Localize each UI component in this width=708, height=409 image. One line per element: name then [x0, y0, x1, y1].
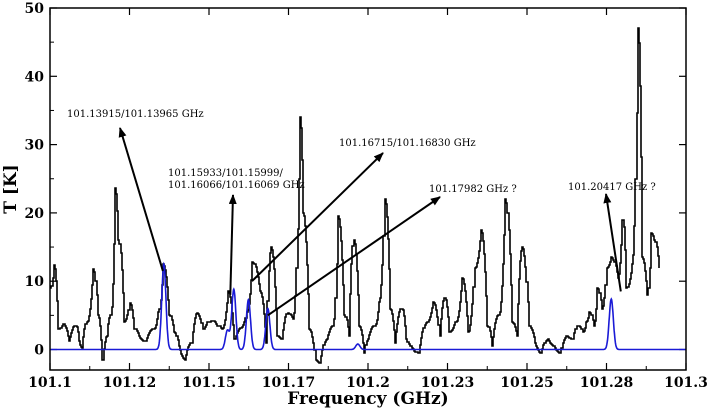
- y-tick-label: 40: [25, 69, 45, 85]
- annotation-label: 101.17982 GHz ?: [429, 184, 517, 195]
- annotation-line: 101.13915/101.13965 GHz: [67, 109, 204, 120]
- x-tick-label: 101.3: [664, 375, 708, 391]
- annotation-arrow: [118, 127, 164, 272]
- y-axis-label: T [K]: [1, 164, 21, 213]
- series-layer: [50, 27, 686, 364]
- annotation-line: 101.17982 GHz ?: [429, 184, 517, 195]
- annotation-line: 101.15933/101.15999/: [168, 168, 284, 179]
- x-tick-label: 101.12: [103, 375, 157, 391]
- y-tick-label: 30: [25, 138, 45, 154]
- annotation-arrow: [267, 196, 441, 317]
- x-axis-label: Frequency (GHz): [287, 389, 448, 409]
- y-tick-label: 50: [25, 1, 45, 17]
- x-tick-label: 101.25: [500, 375, 554, 391]
- x-tick-label: 101.2: [346, 375, 390, 391]
- plot-frame: [49, 7, 687, 371]
- x-tick-label: 101.28: [580, 375, 634, 391]
- annotation-label: 101.15933/101.15999/101.16066/101.16069 …: [168, 168, 305, 191]
- x-tick-label: 101.17: [262, 375, 316, 391]
- y-tick-label: 0: [34, 343, 44, 359]
- observed-spectrum-line: [50, 27, 660, 364]
- annotation-line: 101.20417 GHz ?: [568, 182, 656, 193]
- x-tick-label: 101.15: [182, 375, 236, 391]
- annotation-arrow: [228, 194, 237, 295]
- x-tick-label: 101.1: [28, 375, 72, 391]
- annotation-line: 101.16715/101.16830 GHz: [339, 138, 476, 149]
- y-tick-label: 10: [25, 274, 45, 290]
- annotation-line: 101.16066/101.16069 GHz: [168, 180, 305, 191]
- annotation-arrow: [251, 152, 384, 282]
- annotation-label: 101.20417 GHz ?: [568, 182, 656, 193]
- x-axis-ticks: 101.1 101.12 101.15 101.17 101.2 101.23 101.25…: [28, 8, 708, 391]
- annotation-label: 101.13915/101.13965 GHz: [67, 109, 204, 120]
- annotation-label: 101.16715/101.16830 GHz: [339, 138, 476, 149]
- annotation-arrow: [603, 193, 622, 292]
- x-tick-label: 101.23: [421, 375, 475, 391]
- annotation-layer: 101.13915/101.13965 GHz 101.15933/101.159…: [67, 109, 656, 317]
- y-tick-label: 20: [25, 206, 45, 222]
- model-lines-curve: [50, 261, 686, 351]
